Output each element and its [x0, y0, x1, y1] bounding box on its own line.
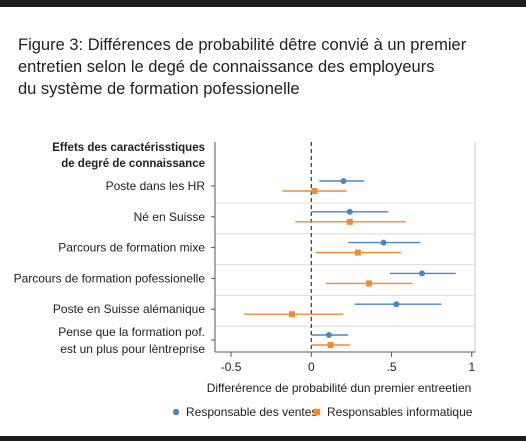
top-rule	[0, 0, 526, 7]
category-label: Parcours de formation mixe	[58, 241, 205, 255]
legend-marker	[313, 408, 321, 416]
bottom-rule	[0, 436, 526, 441]
x-tick-label: .5	[387, 360, 397, 374]
point-estimate-marker	[340, 178, 347, 184]
legend-marker	[172, 408, 180, 416]
figure-title-line: entretien selon le degé de connaissance …	[18, 58, 435, 76]
point-estimate-marker	[346, 208, 353, 215]
x-tick-label: -0.5	[221, 360, 242, 374]
point-estimate-marker	[393, 301, 400, 308]
point-estimate-marker	[311, 188, 318, 194]
category-label: est un plus pour lèntreprise	[60, 342, 205, 356]
legend-label: Responsable des ventes	[186, 405, 317, 419]
point-estimate-marker	[289, 311, 296, 318]
category-label: Né en Suisse	[134, 210, 206, 224]
figure-title-line: du système de formation pofessionelle	[18, 80, 300, 98]
point-estimate-marker	[380, 239, 387, 246]
point-estimate-marker	[419, 270, 426, 277]
y-axis-title: Effets des caractérisstiques	[52, 142, 205, 154]
x-axis-label: Differérence de probabilité dun premier …	[207, 381, 472, 395]
y-axis-title: de degré de connaissance	[61, 158, 205, 170]
category-label: Pense que la formation pof.	[58, 325, 205, 339]
category-label: Poste en Suisse alémanique	[53, 302, 205, 316]
category-label: Poste dans les HR	[106, 179, 206, 193]
point-estimate-marker	[325, 332, 332, 338]
legend-label: Responsables informatique	[327, 405, 473, 419]
point-estimate-marker	[327, 342, 334, 348]
figure-title: Figure 3: Différences de probabilité dêt…	[18, 34, 508, 100]
category-label: Parcours de formation pofessionelle	[14, 271, 206, 285]
point-estimate-marker	[354, 249, 361, 256]
point-estimate-marker	[346, 218, 353, 225]
x-tick-label: 0	[308, 360, 315, 374]
figure-title-line: Figure 3: Différences de probabilité dêt…	[18, 36, 467, 54]
x-tick-label: 1	[468, 360, 475, 374]
point-estimate-marker	[366, 280, 373, 287]
